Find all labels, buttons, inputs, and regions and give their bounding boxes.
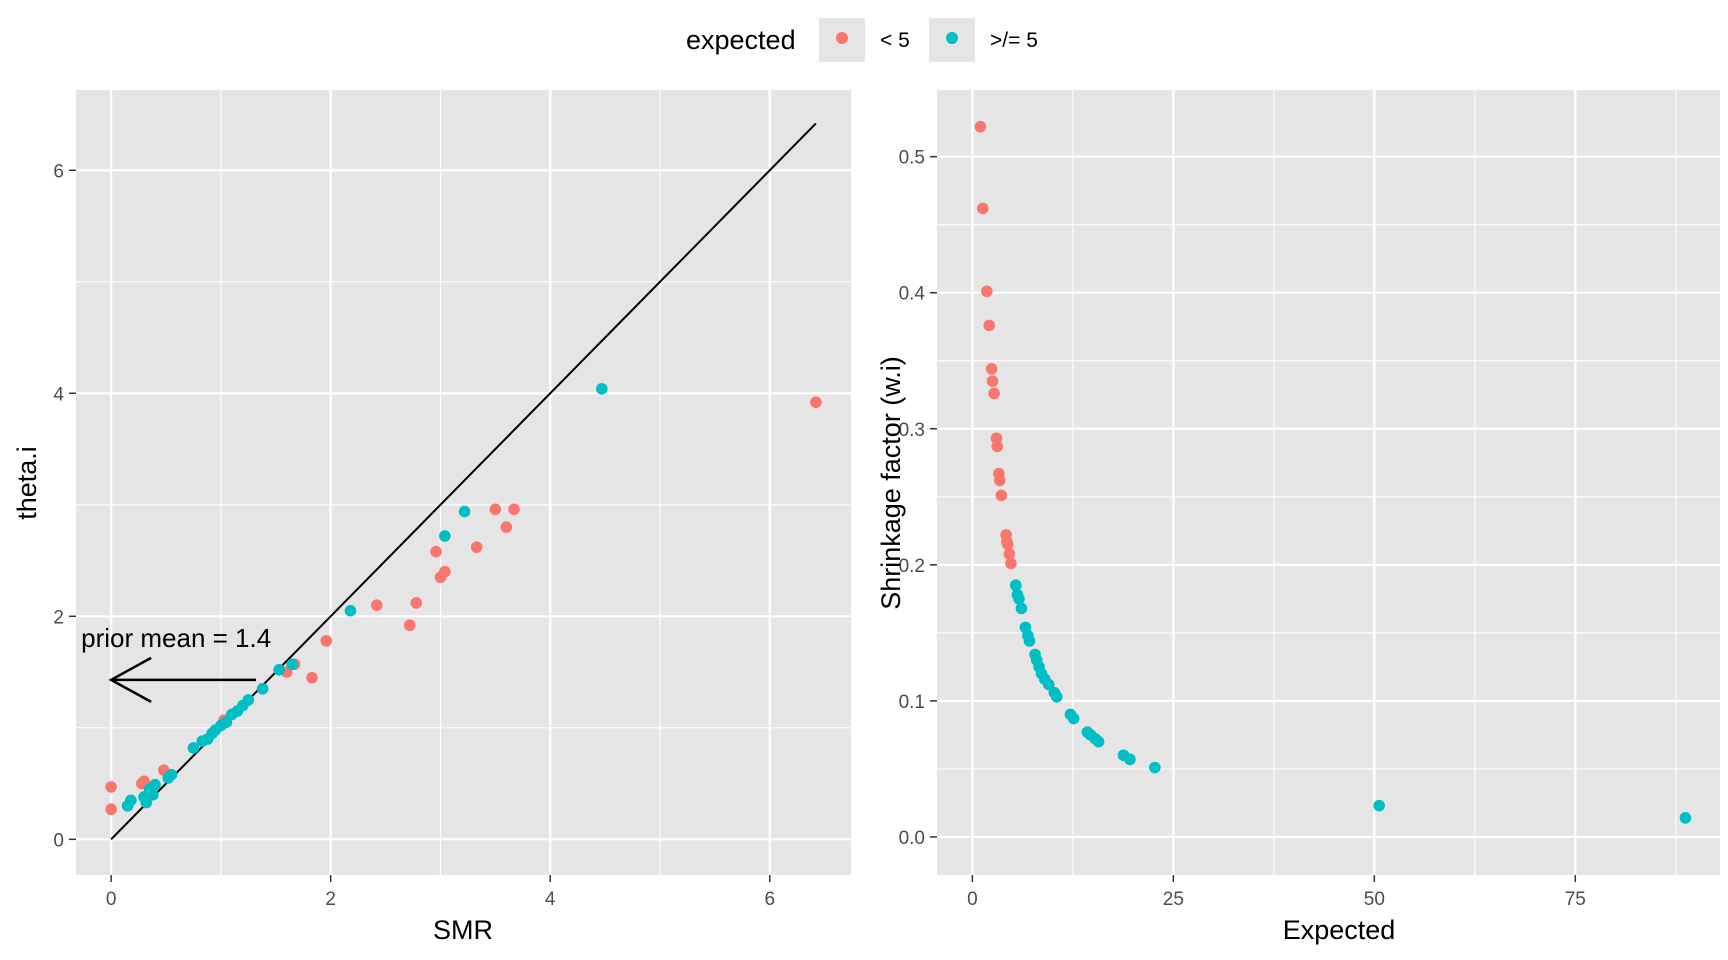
y-tick-label: 0.1 bbox=[899, 692, 925, 713]
data-point bbox=[981, 285, 993, 298]
data-point bbox=[977, 202, 989, 215]
y-tick-label: 0.4 bbox=[899, 284, 926, 305]
data-point bbox=[286, 658, 299, 671]
data-point bbox=[1679, 812, 1692, 824]
y-tick-label: 2 bbox=[53, 607, 64, 628]
panel-right-ticks: 0 25 50 75 0.0 0.1 0.2 0.3 0.4 0.5 bbox=[899, 148, 1586, 910]
data-point bbox=[1373, 799, 1385, 812]
data-point bbox=[320, 635, 333, 647]
panel-left-points bbox=[105, 383, 822, 816]
data-point bbox=[430, 545, 442, 558]
data-point bbox=[988, 387, 1000, 400]
right-x-axis-title: Expected bbox=[1283, 915, 1396, 945]
data-point bbox=[306, 671, 318, 684]
data-point bbox=[983, 319, 996, 332]
left-x-axis-title: SMR bbox=[433, 915, 493, 945]
data-point bbox=[985, 363, 998, 375]
data-point bbox=[489, 503, 502, 516]
x-tick-label: 4 bbox=[545, 889, 556, 910]
x-tick-label: 75 bbox=[1565, 889, 1586, 910]
data-point bbox=[370, 599, 383, 611]
data-point bbox=[1092, 735, 1105, 748]
data-point bbox=[1023, 635, 1036, 647]
legend-key-low-dot bbox=[836, 32, 848, 44]
data-point bbox=[810, 396, 822, 409]
data-point bbox=[165, 768, 178, 781]
data-point bbox=[1050, 690, 1063, 703]
right-y-axis-title: Shrinkage factor (w.i) bbox=[876, 356, 906, 610]
legend: expected < 5 >/= 5 bbox=[686, 18, 1038, 62]
left-y-axis-title: theta.i bbox=[12, 446, 42, 520]
data-point bbox=[500, 521, 513, 533]
data-point bbox=[105, 781, 117, 793]
data-point bbox=[403, 619, 416, 632]
panel-left-grid bbox=[76, 90, 851, 875]
data-point bbox=[125, 794, 137, 807]
data-point bbox=[986, 375, 999, 387]
y-tick-label: 0 bbox=[53, 830, 64, 851]
data-point bbox=[187, 742, 200, 754]
data-point bbox=[439, 565, 451, 578]
data-point bbox=[991, 440, 1004, 453]
data-point bbox=[596, 383, 608, 395]
data-point bbox=[273, 664, 285, 676]
x-tick-label: 0 bbox=[967, 889, 978, 910]
data-point bbox=[439, 530, 451, 542]
data-point bbox=[1003, 548, 1016, 560]
legend-key-high-dot bbox=[946, 32, 958, 44]
data-point bbox=[1009, 579, 1022, 592]
y-tick-label: 0.5 bbox=[899, 148, 925, 169]
data-point bbox=[149, 778, 161, 791]
data-point bbox=[256, 682, 269, 695]
data-point bbox=[1042, 678, 1055, 691]
y-tick-label: 4 bbox=[53, 384, 64, 405]
data-point bbox=[995, 489, 1008, 502]
data-point bbox=[508, 503, 520, 516]
legend-label-low: < 5 bbox=[880, 29, 910, 52]
data-point bbox=[147, 788, 159, 801]
data-point bbox=[993, 474, 1006, 487]
data-point bbox=[1013, 593, 1025, 605]
legend-title: expected bbox=[686, 25, 796, 55]
panel-right-background bbox=[937, 90, 1720, 875]
prior-mean-arrowhead bbox=[108, 656, 152, 703]
data-point bbox=[974, 120, 987, 133]
data-point bbox=[1124, 753, 1136, 766]
data-point bbox=[458, 505, 471, 518]
panel-right-grid bbox=[937, 90, 1720, 875]
data-point bbox=[1005, 557, 1017, 570]
data-point bbox=[105, 803, 117, 816]
data-point bbox=[344, 604, 357, 617]
data-point bbox=[470, 541, 483, 553]
prior-mean-label: prior mean = 1.4 bbox=[81, 623, 271, 653]
y-tick-label: 0.2 bbox=[899, 556, 925, 577]
y-tick-label: 0.3 bbox=[899, 420, 925, 441]
data-point bbox=[410, 597, 423, 609]
panel-left-ticks: 0 2 4 6 0 2 4 6 bbox=[53, 161, 775, 910]
y-tick-label: 0.0 bbox=[899, 828, 925, 849]
legend-label-high: >/= 5 bbox=[990, 29, 1038, 52]
data-point bbox=[242, 694, 255, 706]
x-tick-label: 25 bbox=[1163, 889, 1184, 910]
x-tick-label: 6 bbox=[764, 889, 775, 910]
data-point bbox=[1067, 712, 1080, 725]
x-tick-label: 50 bbox=[1364, 889, 1385, 910]
panel-right-points bbox=[974, 120, 1692, 824]
panel-left: prior mean = 1.4 0 2 4 6 0 2 4 6 SMR theta.i bbox=[12, 90, 851, 945]
panel-right: 0 25 50 75 0.0 0.1 0.2 0.3 0.4 0.5 Expected Shrin… bbox=[876, 90, 1720, 945]
data-point bbox=[1015, 602, 1028, 615]
y-tick-label: 6 bbox=[53, 161, 64, 182]
data-point bbox=[140, 796, 153, 809]
x-tick-label: 2 bbox=[325, 889, 336, 910]
data-point bbox=[1149, 761, 1161, 774]
x-tick-label: 0 bbox=[106, 889, 117, 910]
prior-mean-annotation: prior mean = 1.4 bbox=[81, 623, 271, 703]
data-point bbox=[1001, 538, 1014, 551]
